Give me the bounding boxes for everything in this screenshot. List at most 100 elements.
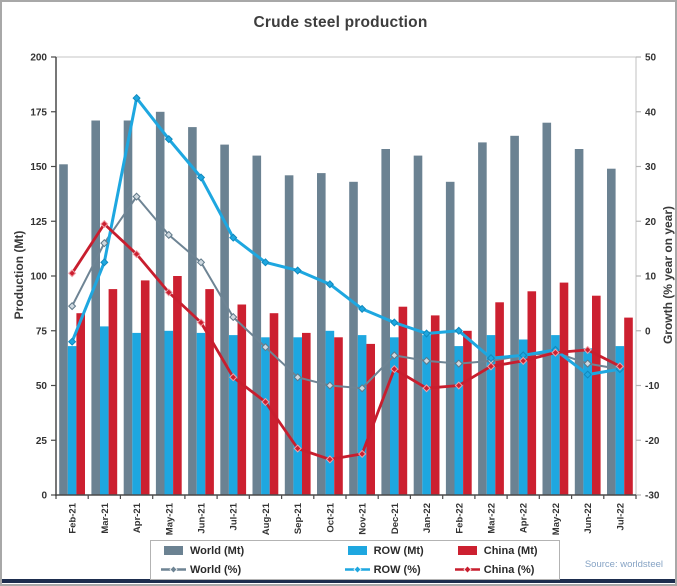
bar-china-mt: [430, 315, 440, 495]
marker-row-pct: [293, 266, 302, 275]
legend-swatch-line-icon: [344, 565, 370, 574]
x-axis-category-label: Oct-21: [325, 502, 336, 532]
marker-china-pct: [261, 397, 270, 407]
bar-row-mt: [390, 337, 399, 495]
marker-world-pct: [454, 359, 463, 368]
marker-china-pct: [519, 356, 528, 365]
legend-label: ROW (%): [373, 563, 421, 576]
marker-china-pct: [583, 345, 592, 355]
bar-world-mt: [91, 120, 100, 495]
right-axis-tick-label: 20: [645, 217, 657, 228]
bar-row-mt: [486, 335, 496, 495]
legend-swatch-bar-icon: [164, 546, 183, 555]
x-axis-category-label: Sep-21: [293, 502, 304, 534]
marker-row-pct: [164, 135, 173, 144]
left-axis-tick-label: 0: [41, 491, 47, 502]
marker-world-pct: [229, 312, 238, 322]
marker-row-pct: [583, 370, 592, 379]
marker-world-pct: [261, 343, 270, 352]
bar-world-mt: [284, 175, 294, 496]
x-axis-category-label: May-21: [164, 502, 175, 535]
marker-china-pct: [325, 455, 334, 464]
bar-row-mt: [261, 337, 270, 495]
right-axis-tick-label: 0: [645, 326, 651, 337]
x-axis-category-label: Mar-21: [100, 502, 111, 533]
line-world-pct: [71, 195, 621, 390]
bar-world-mt: [413, 155, 423, 495]
legend-label: World (%): [190, 563, 242, 576]
legend-item-china-pct: China (%): [445, 564, 559, 576]
chart-legend: World (Mt) ROW (Mt) China (Mt) World (%) ROW…: [150, 540, 560, 580]
bar-world-mt: [59, 164, 68, 496]
marker-world-pct: [164, 230, 173, 240]
marker-row-pct: [358, 304, 367, 313]
bar-world-mt: [381, 149, 390, 495]
bar-world-mt: [607, 168, 616, 495]
bar-china-mt: [527, 291, 537, 495]
bar-china-mt: [302, 332, 311, 495]
marker-china-pct: [454, 381, 463, 390]
x-axis-category-label: Jun-21: [197, 502, 208, 533]
bar-china-mt: [366, 343, 375, 495]
marker-world-pct: [358, 384, 367, 393]
x-axis-category-label: Aug-21: [261, 502, 272, 535]
bar-china-mt: [592, 295, 601, 495]
right-axis-tick-label: -10: [645, 381, 660, 392]
legend-swatch-bar-icon: [347, 546, 367, 555]
marker-world-pct: [325, 381, 334, 390]
x-axis-category-label: Apr-22: [519, 503, 530, 533]
left-axis-tick-label: 200: [30, 53, 47, 64]
bar-row-mt: [518, 339, 528, 495]
marker-world-pct: [583, 359, 592, 368]
marker-row-pct: [196, 173, 206, 182]
marker-row-pct: [325, 280, 334, 289]
legend-item-row-mt: ROW (Mt): [335, 545, 445, 557]
marker-row-pct: [100, 258, 109, 267]
x-axis-category-label: Jul-22: [615, 503, 626, 530]
marker-china-pct: [196, 318, 206, 327]
bar-row-mt: [615, 346, 625, 495]
bar-china-mt: [334, 337, 343, 495]
marker-china-pct: [293, 444, 302, 453]
chart-plot-area: 0 25 50 75 100 125 150 175 200 -30 -20 -10 0 10 20 30 40…: [30, 53, 660, 536]
bar-china-mt: [205, 289, 214, 495]
x-axis-category-label: Feb-21: [68, 502, 79, 533]
x-axis-category-label: Nov-21: [358, 502, 369, 534]
marker-china-pct: [390, 364, 399, 374]
source-credit: Source: worldsteel: [584, 559, 663, 570]
bar-row-mt: [583, 348, 592, 495]
bar-world-mt: [574, 149, 584, 495]
bar-row-mt: [325, 330, 335, 496]
legend-item-world-mt: World (Mt): [151, 545, 335, 557]
right-axis-tick-label: 30: [645, 162, 657, 173]
bar-row-mt: [293, 337, 302, 495]
right-axis-tick-label: 40: [645, 107, 657, 118]
x-axis-category-label: May-22: [551, 503, 562, 535]
bar-world-mt: [155, 111, 165, 496]
bar-china-mt: [624, 317, 633, 495]
line-row-pct: [70, 96, 622, 377]
marker-china-pct: [164, 288, 173, 297]
bar-world-mt: [252, 155, 262, 495]
bar-row-mt: [100, 326, 109, 495]
legend-item-world-pct: World (%): [151, 564, 335, 576]
bar-world-mt: [123, 120, 133, 495]
bar-row-mt: [164, 330, 174, 496]
bar-china-mt: [398, 306, 408, 495]
legend-label: China (Mt): [483, 544, 538, 557]
marker-row-pct: [68, 337, 77, 346]
bar-china-mt: [76, 313, 85, 495]
marker-row-pct: [132, 93, 141, 103]
legend-item-china-mt: China (Mt): [445, 545, 559, 557]
right-axis-tick-label: -30: [645, 491, 660, 502]
left-axis-tick-label: 125: [30, 217, 47, 228]
left-axis-tick-label: 100: [30, 272, 47, 283]
x-axis-category-label: Jan-22: [422, 503, 433, 533]
left-axis-tick-label: 25: [36, 436, 48, 447]
bar-world-mt: [317, 173, 326, 495]
x-axis-category-label: Apr-21: [132, 502, 143, 533]
right-axis-label: Growth (% year on year): [661, 205, 675, 345]
marker-china-pct: [358, 449, 367, 459]
marker-china-pct: [551, 348, 560, 357]
line-china-pct: [70, 222, 622, 461]
